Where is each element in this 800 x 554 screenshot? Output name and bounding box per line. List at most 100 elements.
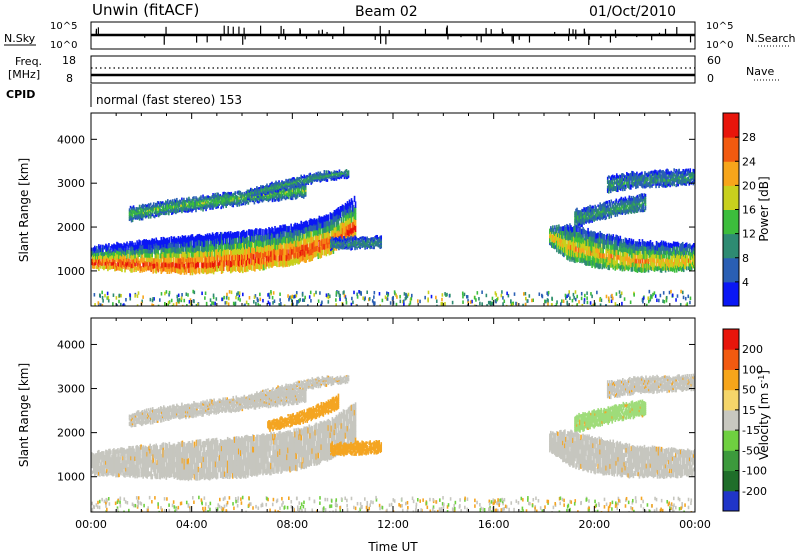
power-cell <box>305 256 308 263</box>
power-cell <box>364 240 366 243</box>
power-cell <box>271 244 273 251</box>
power-cell <box>570 249 572 255</box>
power-cell <box>278 244 280 251</box>
power-cell <box>279 236 281 244</box>
power-cell <box>587 217 589 221</box>
power-cell <box>197 234 200 241</box>
power-cell <box>380 237 383 240</box>
power-cell <box>289 195 292 198</box>
power-cell <box>608 254 611 260</box>
power-cell <box>182 199 184 203</box>
power-cell <box>340 242 342 245</box>
power-cell <box>171 208 173 212</box>
power-cell <box>167 248 170 254</box>
power-cell <box>249 229 251 236</box>
power-cell <box>214 195 216 198</box>
power-cell <box>287 194 290 198</box>
power-cell <box>601 258 603 265</box>
power-cell <box>257 201 260 204</box>
power-cell <box>262 197 265 200</box>
power-cell <box>179 208 181 211</box>
power-cell <box>351 247 353 250</box>
power-cell <box>305 220 308 228</box>
power-cell <box>594 204 596 208</box>
power-cell <box>314 230 317 237</box>
power-cell <box>179 247 182 254</box>
power-cell <box>285 260 287 267</box>
power-cell <box>203 196 205 200</box>
power-cell <box>583 238 585 244</box>
power-cell <box>350 235 352 239</box>
power-cell <box>126 241 128 247</box>
power-cell <box>601 233 603 239</box>
power-cell <box>273 196 276 200</box>
power-cell <box>556 247 558 253</box>
power-cell <box>288 254 290 261</box>
power-cell <box>613 263 616 268</box>
power-cell <box>182 241 185 247</box>
power-cell <box>346 170 349 173</box>
power-cell <box>187 240 190 247</box>
power-cell <box>144 205 147 209</box>
power-cell <box>148 244 150 249</box>
power-cell <box>345 220 348 227</box>
power-cell <box>276 189 278 192</box>
power-cell <box>92 264 94 269</box>
power-cell <box>371 242 373 245</box>
power-cell <box>260 234 262 241</box>
power-cell <box>154 258 157 264</box>
power-cell <box>188 202 190 206</box>
power-cell <box>203 241 206 247</box>
power-cell <box>590 245 592 251</box>
power-cell <box>139 258 141 264</box>
power-cell <box>358 242 360 245</box>
power-cell <box>328 175 331 178</box>
power-cell <box>227 231 230 238</box>
power-cell <box>184 205 186 208</box>
power-cell <box>266 239 268 246</box>
power-cell <box>351 227 354 234</box>
power-cell <box>574 237 576 243</box>
power-cell <box>178 207 180 211</box>
power-cell <box>660 258 663 264</box>
power-cell <box>238 260 241 267</box>
power-cell <box>220 267 223 274</box>
power-cell <box>227 195 230 198</box>
power-cell <box>208 204 210 207</box>
power-cell <box>560 246 562 251</box>
power-cell <box>133 267 135 273</box>
power-cell <box>668 266 671 271</box>
power-cell <box>161 201 164 204</box>
power-cell <box>244 265 246 273</box>
power-cell <box>353 218 356 225</box>
power-cell <box>184 256 187 262</box>
power-cell <box>298 189 301 192</box>
power-cell <box>634 249 637 255</box>
power-cell <box>195 240 198 247</box>
power-cell <box>267 185 269 188</box>
power-cell <box>624 265 627 271</box>
power-cell <box>281 244 283 251</box>
power-cell <box>98 247 100 253</box>
power-cell <box>321 173 324 175</box>
power-cell <box>268 188 270 190</box>
power-cell <box>145 211 148 215</box>
power-cell <box>261 246 263 253</box>
power-cell <box>156 204 159 208</box>
power-cell <box>559 237 561 242</box>
power-cell <box>584 209 586 213</box>
power-cell <box>271 232 273 239</box>
power-cell <box>241 194 244 197</box>
power-cell <box>346 244 348 247</box>
power-cell <box>666 265 669 271</box>
power-cell <box>211 203 213 206</box>
power-cell <box>269 190 271 193</box>
power-cell <box>227 191 230 195</box>
power-cell <box>664 267 667 273</box>
power-cell <box>346 239 348 242</box>
power-cell <box>337 245 339 248</box>
power-cell <box>685 246 688 251</box>
power-cell <box>247 248 249 255</box>
power-cell <box>142 213 145 216</box>
power-cell <box>230 250 233 257</box>
